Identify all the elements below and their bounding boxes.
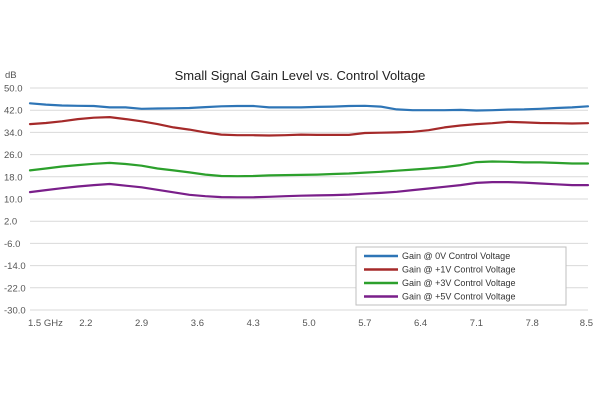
x-tick-labels: 1.5 GHz 2.2 2.9 3.6 4.3 5.0 5.7 6.4 7.1 7.8 8.5 — [28, 318, 593, 329]
y-axis-unit-label: dB — [5, 70, 17, 81]
x-tick-label: 8.5 — [580, 318, 593, 329]
y-tick-label: 50.0 — [4, 84, 23, 95]
chart-title: Small Signal Gain Level vs. Control Volt… — [175, 68, 426, 83]
x-tick-label: 2.2 — [79, 318, 92, 329]
y-tick-label: -22.0 — [4, 283, 26, 294]
y-tick-label: 2.0 — [4, 217, 17, 228]
x-tick-label: 5.0 — [302, 318, 315, 329]
y-tick-label: -6.0 — [4, 239, 20, 250]
legend-entry-0: Gain @ 0V Control Voltage — [402, 251, 510, 261]
x-tick-label: 7.8 — [526, 318, 539, 329]
series-line-3 — [28, 181, 590, 199]
series-line-2 — [28, 160, 590, 178]
series-lines — [28, 102, 590, 199]
y-tick-label: 34.0 — [4, 128, 23, 139]
legend-entry-3: Gain @ +5V Control Voltage — [402, 292, 515, 302]
series-line-1 — [28, 115, 590, 137]
x-tick-label: 5.7 — [358, 318, 371, 329]
x-tick-label: 4.3 — [247, 318, 260, 329]
series-line-0 — [28, 102, 590, 112]
y-tick-label: -30.0 — [4, 306, 26, 317]
x-tick-label: 6.4 — [414, 318, 427, 329]
legend: Gain @ 0V Control Voltage Gain @ +1V Cont… — [355, 246, 567, 306]
y-tick-label: 42.0 — [4, 106, 23, 117]
legend-entry-2: Gain @ +3V Control Voltage — [402, 278, 515, 288]
legend-entry-1: Gain @ +1V Control Voltage — [402, 265, 515, 275]
x-tick-label: 1.5 GHz — [28, 318, 63, 329]
y-tick-label: 26.0 — [4, 150, 23, 161]
y-tick-label: -14.0 — [4, 261, 26, 272]
x-tick-label: 7.1 — [470, 318, 483, 329]
y-tick-labels: 50.0 42.0 34.0 26.0 18.0 10.0 2.0 -6.0 -14.0 -22.… — [4, 84, 26, 317]
x-tick-label: 3.6 — [191, 318, 204, 329]
y-tick-label: 10.0 — [4, 195, 23, 206]
x-tick-label: 2.9 — [135, 318, 148, 329]
y-tick-label: 18.0 — [4, 172, 23, 183]
